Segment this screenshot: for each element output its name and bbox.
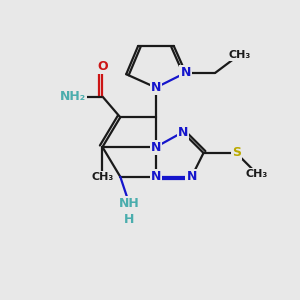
Text: N: N (151, 170, 161, 183)
Text: N: N (151, 140, 161, 154)
Text: S: S (232, 146, 241, 160)
Text: NH: NH (119, 197, 140, 210)
Text: N: N (151, 81, 161, 94)
Text: H: H (124, 213, 134, 226)
Text: CH₃: CH₃ (228, 50, 250, 60)
Text: N: N (186, 170, 197, 183)
Text: O: O (97, 60, 108, 73)
Text: N: N (178, 126, 188, 139)
Text: N: N (181, 66, 191, 79)
Text: CH₃: CH₃ (246, 169, 268, 179)
Text: CH₃: CH₃ (91, 172, 114, 182)
Text: NH₂: NH₂ (60, 90, 86, 103)
